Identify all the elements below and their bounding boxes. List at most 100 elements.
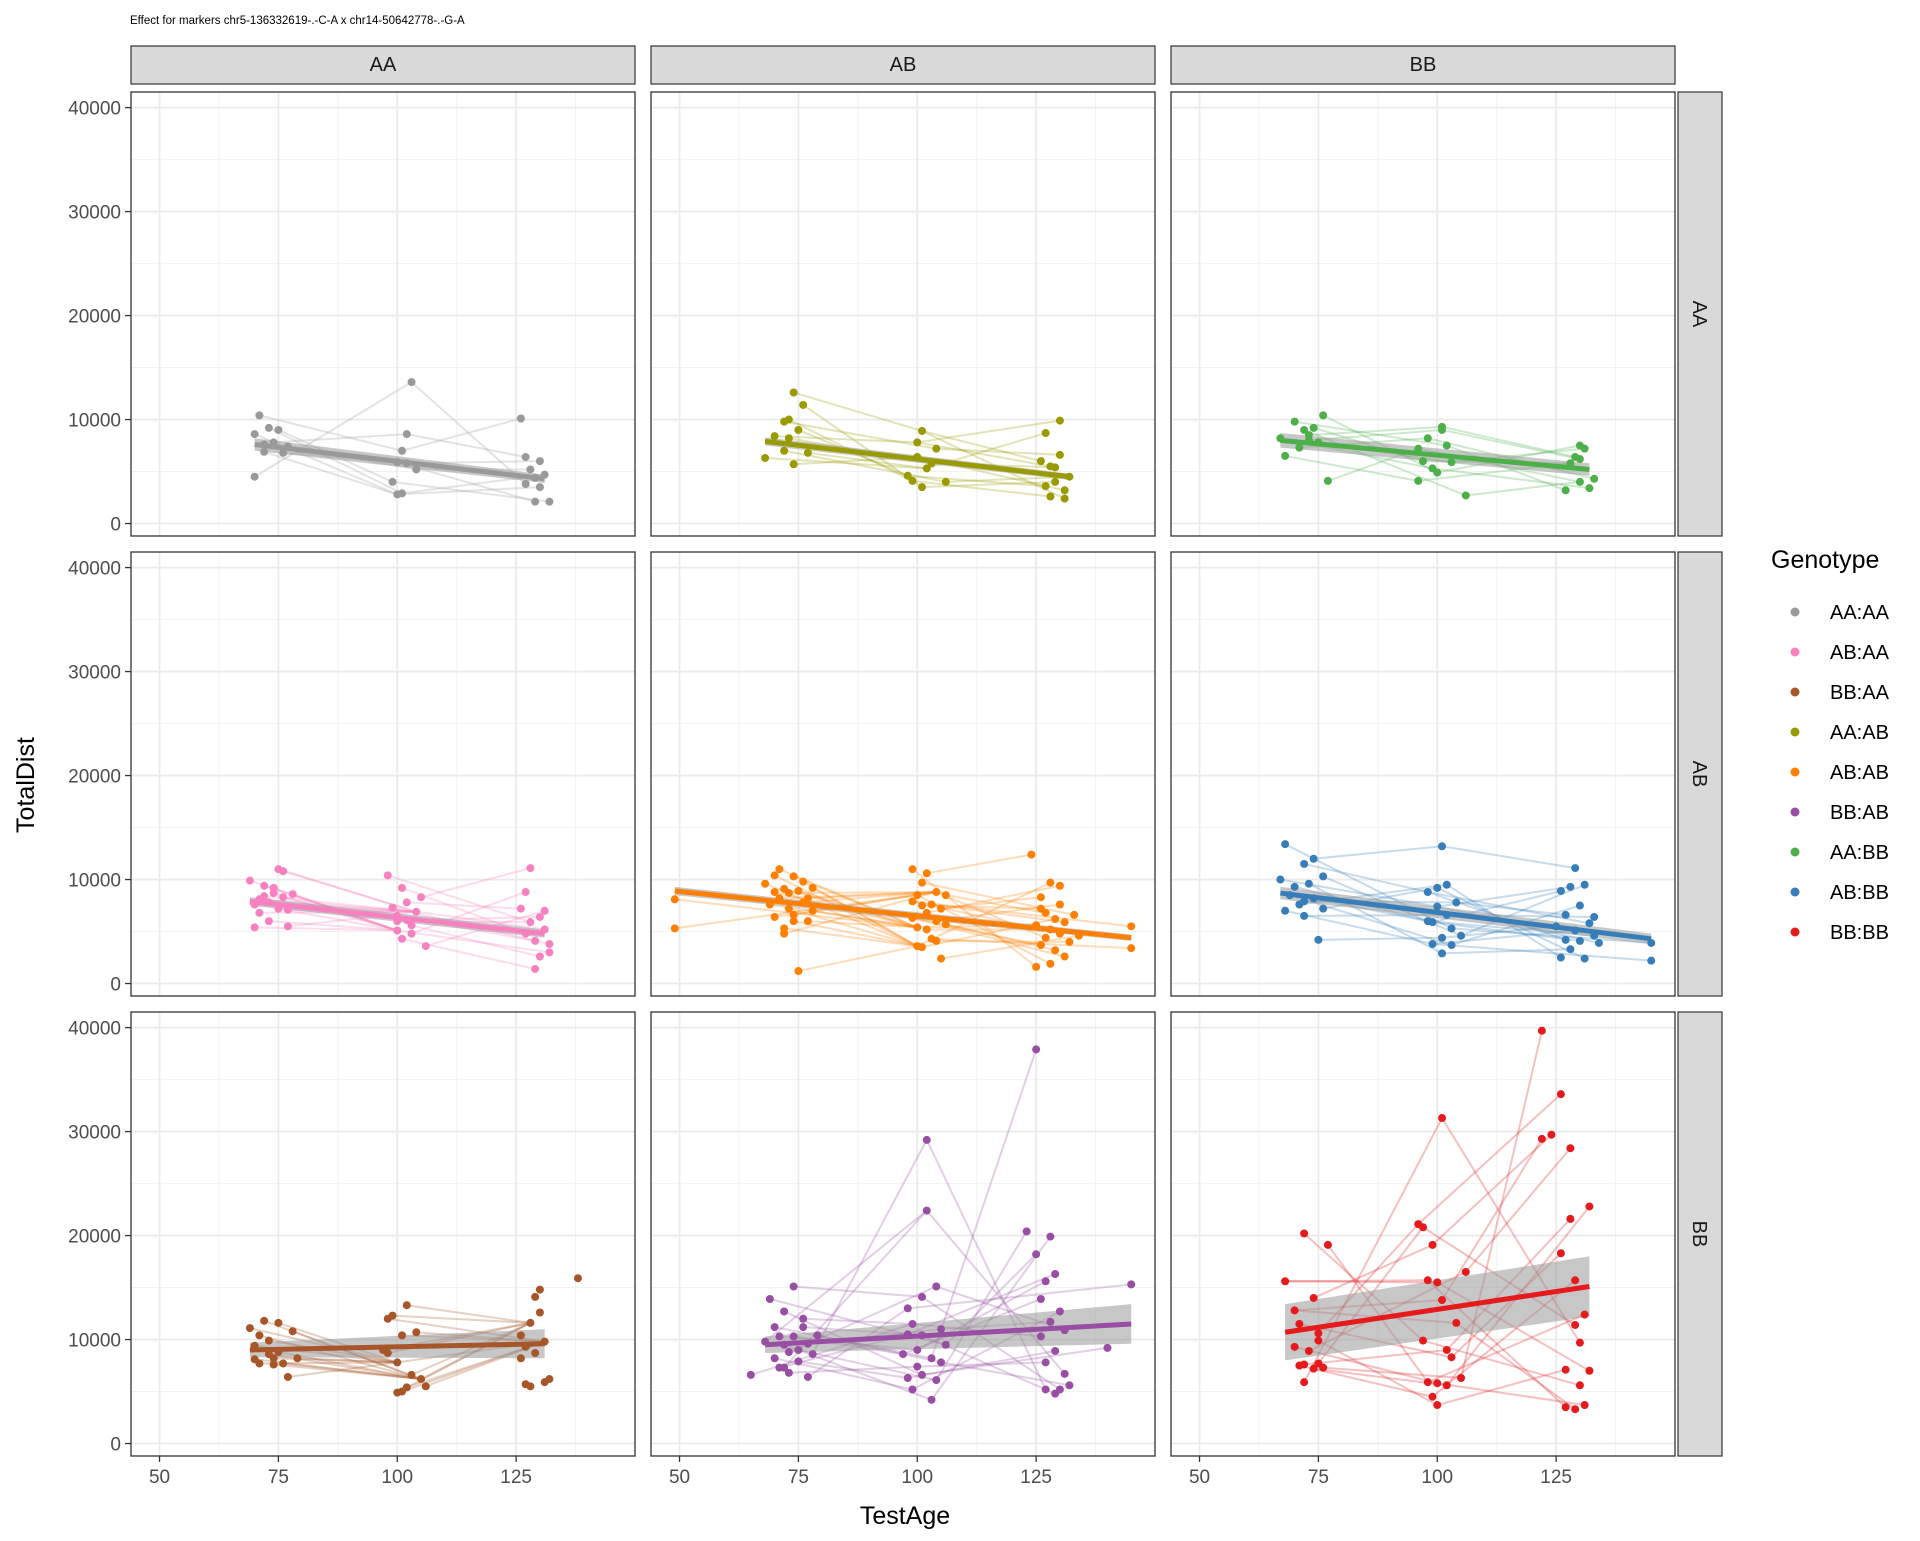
data-point [1127,1280,1136,1289]
data-point [922,1206,931,1215]
data-point [1423,917,1432,926]
data-point [789,1282,798,1291]
data-point [789,917,798,926]
data-point [1556,886,1565,895]
data-point [1447,1353,1456,1362]
data-point [1423,888,1432,897]
data-point [1566,1214,1575,1223]
data-point [274,1318,283,1327]
trajectory-line-early-mid [788,1365,918,1374]
facet-strip-col-aa [130,45,636,85]
trajectory-line-early-mid [273,433,407,444]
trajectory-line-mid-late [931,937,1132,950]
trajectory-line-mid-late [916,881,1051,947]
data-point [1281,451,1290,460]
data-point [937,904,946,913]
data-point [540,906,549,915]
data-point [255,908,264,917]
trajectory-line-early-mid [263,450,398,496]
panel-data [1276,840,1656,965]
data-point [1060,918,1069,927]
trajectory-line-early-mid [1323,1366,1462,1380]
data-point [1447,458,1456,467]
facet-label-col-ab: AB [890,54,917,76]
data-point [388,477,397,486]
data-point [288,1327,297,1336]
facet-strip-col-ab [650,45,1156,85]
data-point [1051,915,1060,924]
data-point [1580,880,1589,889]
x-tick-label: 75 [268,1467,289,1488]
data-point [932,1376,941,1385]
trajectory-line-mid-late [406,433,526,458]
y-axis-title: TotalDist [12,737,40,833]
data-point [1457,931,1466,940]
data-point [1046,1232,1055,1241]
data-point [1561,486,1570,495]
data-point [1309,1293,1318,1302]
data-point [1419,1223,1427,1232]
data-point [545,940,554,949]
panel-ab-bb [1170,551,1676,997]
trajectory-line-early-mid [254,926,398,932]
data-point [927,1395,936,1404]
trajectory-line-mid-late [1455,1322,1576,1411]
trajectory-line-mid-late [1432,921,1581,942]
trajectory-line-early-mid [788,891,937,895]
trajectory-line-early-mid [807,451,927,470]
data-point [1566,1144,1575,1153]
data-point [255,411,264,420]
legend-entry: AA:AB [1790,722,1889,744]
data-point [1580,1401,1589,1410]
data-point [279,867,288,876]
data-point [761,454,770,463]
panel-background [1171,1012,1675,1456]
data-point [1537,1134,1546,1143]
data-point [1060,486,1069,495]
trajectory-line-mid-late [397,929,550,954]
data-point [789,460,798,469]
trajectory-line-early-mid [1294,420,1447,447]
trajectory-line-mid-late [921,430,1042,463]
data-point [803,448,812,457]
data-point [1051,463,1060,472]
data-point [407,921,416,930]
x-tick-label: 75 [788,1467,809,1488]
legend-label: BB:AA [1830,682,1890,704]
trajectory-line-mid-late [1417,1093,1562,1225]
data-point [269,1354,278,1363]
data-point [1065,937,1074,946]
data-point [531,1292,540,1301]
data-point [780,929,789,938]
data-point [799,400,808,409]
data-point [1281,840,1290,849]
data-point [1575,901,1584,910]
data-point [1290,417,1299,426]
trajectory-line-early-mid [283,1362,422,1381]
panel-border [1170,551,1676,997]
trajectory-line-early-mid [802,404,923,488]
y-tick-label: 20000 [68,1227,121,1248]
data-point [245,1324,254,1333]
panel-bb-bb: 50 75 100 125 [1170,1011,1676,1488]
data-point [1300,911,1309,920]
panel-border [1170,1011,1676,1457]
data-point [393,926,402,935]
panel-ab-aa: 0 10000 20000 30000 40000 [68,551,636,997]
data-point [799,1314,808,1323]
data-point [1290,1306,1299,1315]
trajectory-line-early-mid [774,435,918,444]
data-point [398,446,407,455]
data-point [573,1274,582,1283]
panel-ab-ab [650,551,1156,997]
trajectory-line-mid-late [926,853,1032,875]
trajectory-line-early-mid [807,920,918,929]
data-point [1442,1345,1451,1354]
data-point [545,1375,554,1384]
legend-entry: AB:AB [1790,762,1889,784]
data-point [1571,1320,1580,1329]
trajectory-line-mid-late [401,417,522,452]
x-tick-label: 50 [669,1467,690,1488]
trajectory-line-mid-late [917,1361,1046,1368]
y-tick-label: 20000 [68,307,121,328]
